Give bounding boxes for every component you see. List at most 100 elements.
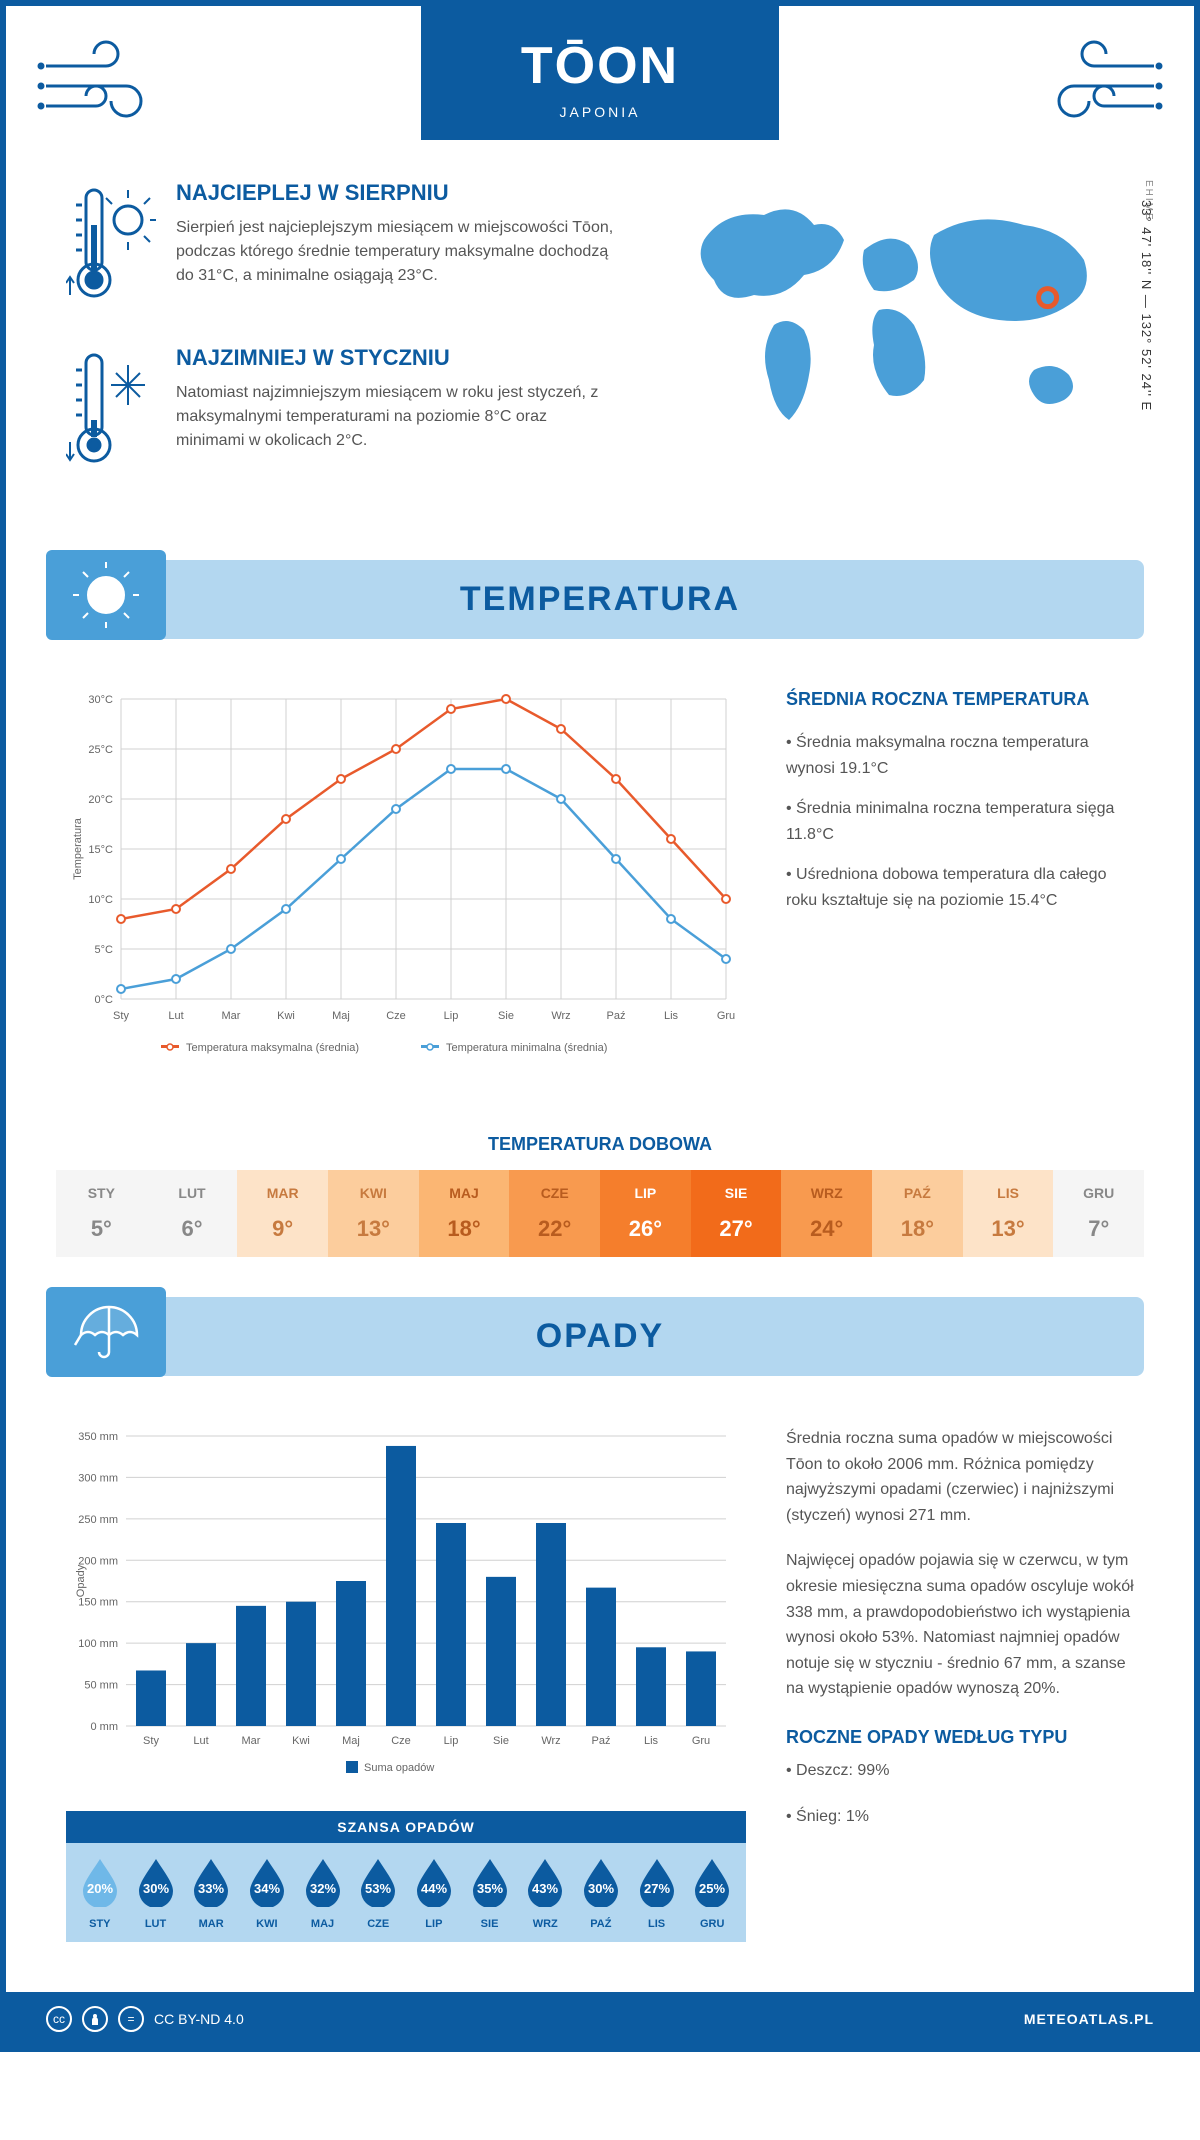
svg-text:35%: 35% — [477, 1881, 503, 1896]
site-name: METEOATLAS.PL — [1024, 2011, 1154, 2027]
svg-text:Mar: Mar — [242, 1735, 261, 1747]
precipitation-title: OPADY — [76, 1317, 1124, 1356]
svg-text:Sie: Sie — [493, 1735, 509, 1747]
svg-text:30°C: 30°C — [88, 694, 113, 706]
coldest-title: NAJZIMNIEJ W STYCZNIU — [176, 345, 614, 371]
temp-bullet: • Średnia minimalna roczna temperatura s… — [786, 796, 1134, 847]
precipitation-chart: 0 mm50 mm100 mm150 mm200 mm250 mm300 mm3… — [66, 1426, 746, 1962]
hottest-block: NAJCIEPLEJ W SIERPNIU Sierpień jest najc… — [66, 180, 614, 315]
daily-temp-cell: MAR9° — [237, 1170, 328, 1257]
svg-text:44%: 44% — [421, 1881, 447, 1896]
chance-drop: 34% KWI — [241, 1855, 293, 1930]
svg-text:Paź: Paź — [607, 1010, 626, 1022]
daily-temp-cell: LUT6° — [147, 1170, 238, 1257]
svg-text:27%: 27% — [644, 1881, 670, 1896]
temperature-chart: 0°C5°C10°C15°C20°C25°C30°CStyLutMarKwiMa… — [66, 689, 746, 1074]
svg-text:53%: 53% — [365, 1881, 391, 1896]
svg-text:100 mm: 100 mm — [78, 1638, 118, 1650]
daily-temp-cell: SIE27° — [691, 1170, 782, 1257]
svg-text:Lip: Lip — [444, 1010, 459, 1022]
temp-bullet: • Średnia maksymalna roczna temperatura … — [786, 730, 1134, 781]
chance-drop: 43% WRZ — [519, 1855, 571, 1930]
svg-text:Wrz: Wrz — [541, 1735, 560, 1747]
chance-drop: 35% SIE — [464, 1855, 516, 1930]
chance-drop: 44% LIP — [408, 1855, 460, 1930]
temperature-info: ŚREDNIA ROCZNA TEMPERATURA • Średnia mak… — [786, 689, 1134, 1074]
coldest-text: Natomiast najzimniejszym miesiącem w rok… — [176, 381, 614, 453]
page-title: TŌON — [521, 36, 679, 96]
daily-temp-cell: GRU7° — [1053, 1170, 1144, 1257]
hottest-text: Sierpień jest najcieplejszym miesiącem w… — [176, 216, 614, 288]
svg-text:25%: 25% — [699, 1881, 725, 1896]
nd-icon: = — [118, 2006, 144, 2032]
svg-text:Temperatura maksymalna (średni: Temperatura maksymalna (średnia) — [186, 1042, 359, 1054]
svg-text:25°C: 25°C — [88, 744, 113, 756]
license-text: CC BY-ND 4.0 — [154, 2011, 244, 2027]
svg-text:Cze: Cze — [391, 1735, 411, 1747]
wind-icon-right — [1024, 6, 1164, 126]
svg-text:250 mm: 250 mm — [78, 1514, 118, 1526]
wind-icon-left — [36, 6, 176, 126]
temperature-header: TEMPERATURA — [56, 560, 1144, 639]
svg-text:Wrz: Wrz — [551, 1010, 570, 1022]
daily-temp-cell: WRZ24° — [781, 1170, 872, 1257]
svg-text:Sie: Sie — [498, 1010, 514, 1022]
thermometer-cold-icon — [66, 345, 156, 480]
title-banner: TŌON JAPONIA — [421, 6, 779, 140]
svg-text:33%: 33% — [198, 1881, 224, 1896]
svg-text:Kwi: Kwi — [277, 1010, 295, 1022]
temperature-title: TEMPERATURA — [76, 580, 1124, 619]
precip-para1: Średnia roczna suma opadów w miejscowośc… — [786, 1426, 1134, 1528]
svg-text:Mar: Mar — [222, 1010, 241, 1022]
daily-temp-cell: PAŹ18° — [872, 1170, 963, 1257]
svg-text:43%: 43% — [532, 1881, 558, 1896]
svg-text:Cze: Cze — [386, 1010, 406, 1022]
svg-text:Gru: Gru — [692, 1735, 710, 1747]
svg-text:15°C: 15°C — [88, 844, 113, 856]
precip-para2: Najwięcej opadów pojawia się w czerwcu, … — [786, 1548, 1134, 1702]
svg-text:Lut: Lut — [168, 1010, 183, 1022]
chance-drop: 33% MAR — [185, 1855, 237, 1930]
coordinates: 33° 47' 18'' N — 132° 52' 24'' E — [1139, 200, 1154, 411]
svg-text:Maj: Maj — [332, 1010, 350, 1022]
coldest-block: NAJZIMNIEJ W STYCZNIU Natomiast najzimni… — [66, 345, 614, 480]
world-map — [654, 180, 1134, 460]
type-bullet: • Deszcz: 99% — [786, 1758, 1134, 1784]
daily-temp-cell: LIP26° — [600, 1170, 691, 1257]
page-subtitle: JAPONIA — [521, 104, 679, 120]
daily-temp-cell: CZE22° — [509, 1170, 600, 1257]
cc-icon: cc — [46, 2006, 72, 2032]
svg-text:Kwi: Kwi — [292, 1735, 310, 1747]
footer: cc = CC BY-ND 4.0 METEOATLAS.PL — [6, 1992, 1194, 2046]
svg-text:Lis: Lis — [644, 1735, 659, 1747]
svg-text:150 mm: 150 mm — [78, 1597, 118, 1609]
svg-text:Gru: Gru — [717, 1010, 735, 1022]
svg-text:Sty: Sty — [113, 1010, 129, 1022]
svg-text:10°C: 10°C — [88, 894, 113, 906]
chance-drop: 30% LUT — [130, 1855, 182, 1930]
svg-text:350 mm: 350 mm — [78, 1431, 118, 1443]
svg-text:Opady: Opady — [75, 1564, 87, 1597]
precipitation-info: Średnia roczna suma opadów w miejscowośc… — [786, 1426, 1134, 1962]
svg-text:Lut: Lut — [193, 1735, 208, 1747]
svg-text:20°C: 20°C — [88, 794, 113, 806]
precipitation-header: OPADY — [56, 1297, 1144, 1376]
avg-temp-title: ŚREDNIA ROCZNA TEMPERATURA — [786, 689, 1134, 710]
chance-drop: 32% MAJ — [297, 1855, 349, 1930]
svg-text:Temperatura minimalna (średnia: Temperatura minimalna (średnia) — [446, 1042, 607, 1054]
svg-text:Suma opadów: Suma opadów — [364, 1762, 434, 1774]
precip-type-title: ROCZNE OPADY WEDŁUG TYPU — [786, 1727, 1134, 1748]
chance-drop: 27% LIS — [631, 1855, 683, 1930]
svg-text:0°C: 0°C — [95, 994, 114, 1006]
svg-text:50 mm: 50 mm — [84, 1680, 118, 1692]
svg-text:20%: 20% — [87, 1881, 113, 1896]
svg-text:30%: 30% — [142, 1881, 168, 1896]
svg-text:34%: 34% — [254, 1881, 280, 1896]
hottest-title: NAJCIEPLEJ W SIERPNIU — [176, 180, 614, 206]
svg-text:Lis: Lis — [664, 1010, 679, 1022]
chance-title: SZANSA OPADÓW — [66, 1811, 746, 1843]
svg-text:0 mm: 0 mm — [91, 1721, 119, 1733]
type-bullet: • Śnieg: 1% — [786, 1804, 1134, 1830]
svg-text:Lip: Lip — [444, 1735, 459, 1747]
sun-icon — [46, 550, 166, 640]
